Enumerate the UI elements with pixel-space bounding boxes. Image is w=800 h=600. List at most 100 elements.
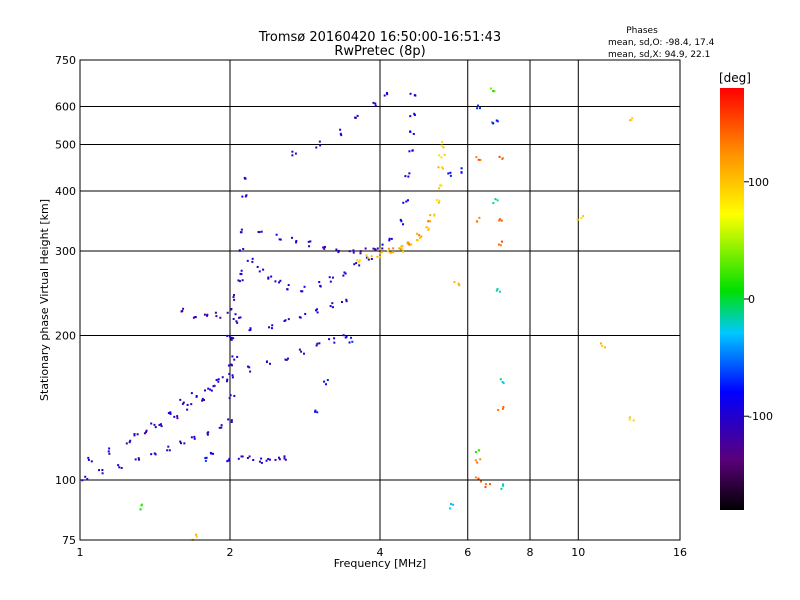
data-point [228, 335, 231, 338]
data-point [258, 270, 261, 273]
data-point [220, 424, 223, 427]
data-point [628, 119, 631, 122]
data-point [408, 172, 411, 175]
data-point [345, 300, 348, 303]
data-point [192, 316, 195, 319]
data-point [502, 484, 505, 487]
data-point [315, 344, 318, 347]
data-point [315, 146, 318, 149]
data-point [427, 228, 430, 231]
data-point [496, 288, 499, 291]
data-point [190, 403, 193, 406]
data-point [398, 247, 401, 250]
data-point [322, 246, 325, 249]
data-point [206, 433, 209, 436]
data-point [268, 362, 271, 365]
data-point [291, 154, 294, 157]
data-point [458, 284, 461, 287]
data-point [228, 397, 231, 400]
data-point [474, 451, 477, 454]
data-point [345, 298, 348, 301]
data-point [387, 247, 390, 250]
data-point [324, 383, 327, 386]
data-point [301, 290, 304, 293]
data-point [408, 243, 411, 246]
data-point [159, 423, 162, 426]
data-point [474, 459, 477, 462]
data-point [207, 431, 210, 434]
data-point [186, 408, 189, 411]
data-point [278, 238, 281, 241]
data-point [457, 282, 460, 285]
data-point [476, 107, 479, 110]
data-point [274, 458, 277, 461]
data-point [133, 433, 136, 436]
data-point [169, 412, 172, 415]
data-point [460, 167, 463, 170]
data-point [477, 477, 480, 480]
data-point [241, 279, 244, 282]
data-point [495, 289, 498, 292]
data-point [125, 442, 128, 445]
data-point [279, 238, 282, 241]
data-point [232, 293, 235, 296]
data-point [210, 452, 213, 455]
data-point [228, 457, 231, 460]
data-point [215, 378, 218, 381]
data-point [449, 171, 452, 174]
data-point [262, 268, 265, 271]
data-point [153, 452, 156, 455]
data-point [140, 504, 143, 507]
data-point [329, 305, 332, 308]
data-point [145, 429, 148, 432]
data-point [378, 256, 381, 259]
data-point [438, 187, 441, 190]
data-point [167, 445, 170, 448]
data-point [314, 409, 317, 412]
data-point [407, 175, 410, 178]
data-point [213, 384, 216, 387]
data-point [449, 502, 452, 505]
y-tick-label: 100 [55, 474, 76, 487]
data-point [218, 426, 221, 429]
data-point [232, 317, 235, 320]
data-point [251, 257, 254, 260]
stats-heading: Phases [626, 26, 658, 36]
data-point [212, 385, 215, 388]
data-point [419, 236, 422, 239]
data-point [205, 456, 208, 459]
data-point [484, 483, 487, 486]
data-point [425, 226, 428, 229]
data-point [351, 340, 354, 343]
data-point [233, 358, 236, 361]
data-point [401, 245, 404, 248]
data-point [150, 422, 153, 425]
data-point [344, 336, 347, 339]
data-point [238, 316, 241, 319]
data-point [475, 220, 478, 223]
data-point [233, 298, 236, 301]
data-point [153, 423, 156, 426]
data-point [440, 166, 443, 169]
data-point [232, 337, 235, 340]
stats-x-mode: mean, sd,X: 94.9, 22.1 [608, 50, 710, 60]
data-point [210, 389, 213, 392]
data-point [226, 334, 229, 337]
chart-title: Tromsø 20160420 16:50:00-16:51:43 [258, 30, 501, 45]
data-point [372, 101, 375, 104]
data-point [499, 244, 502, 247]
data-point [206, 313, 209, 316]
data-point [359, 250, 362, 253]
data-point [302, 352, 305, 355]
colorbar-ticks: 100 0 -100 [744, 176, 773, 423]
data-point [278, 458, 281, 461]
data-point [274, 280, 277, 283]
x-tick-label: 8 [527, 546, 534, 559]
data-point [437, 166, 440, 169]
data-point [230, 336, 233, 339]
x-axis-label: Frequency [MHz] [334, 557, 426, 570]
data-point [491, 121, 494, 124]
data-point [284, 458, 287, 461]
data-point [138, 458, 141, 461]
